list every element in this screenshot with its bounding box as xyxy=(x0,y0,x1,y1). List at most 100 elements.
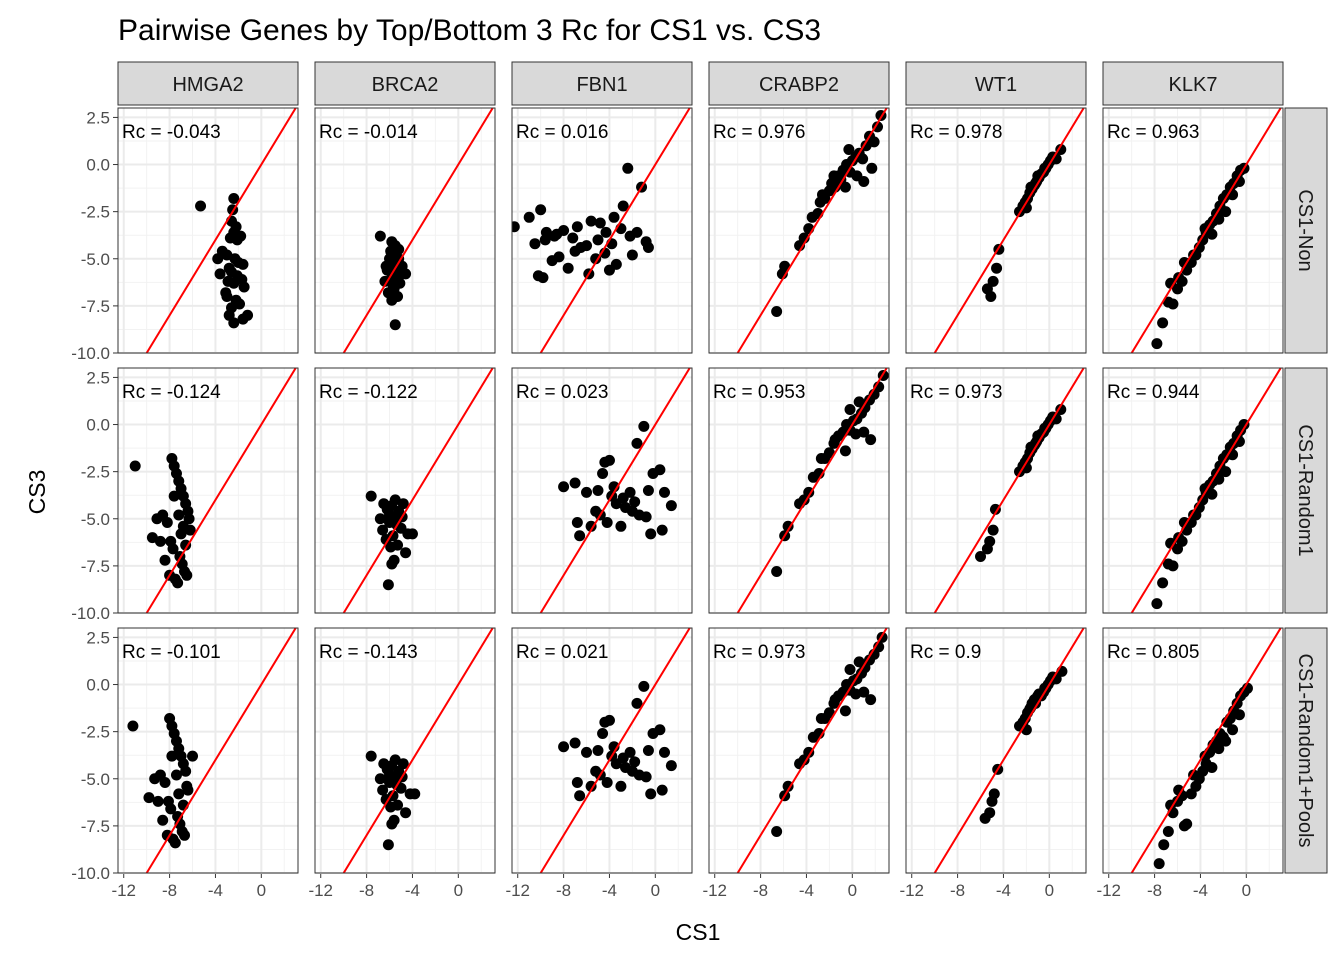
data-point xyxy=(610,258,622,270)
data-point xyxy=(1220,206,1232,218)
data-point xyxy=(626,249,638,261)
data-point xyxy=(585,780,597,792)
data-point xyxy=(658,486,670,498)
x-tick-label: -12 xyxy=(505,881,530,900)
row-strip xyxy=(1284,627,1328,874)
data-point xyxy=(392,539,404,551)
data-point xyxy=(400,807,412,819)
data-point xyxy=(574,790,586,802)
data-point xyxy=(1188,249,1200,261)
data-point xyxy=(631,437,643,449)
y-tick-label: -10.0 xyxy=(71,604,110,623)
reference-line xyxy=(342,368,494,613)
data-point xyxy=(592,234,604,246)
data-point xyxy=(553,251,565,263)
panel-border xyxy=(708,367,890,614)
data-point xyxy=(622,162,634,174)
data-point xyxy=(771,566,783,578)
data-point xyxy=(1157,317,1169,329)
data-point xyxy=(380,260,392,272)
x-tick-label: 0 xyxy=(848,881,857,900)
panel-border xyxy=(117,107,299,354)
reference-line xyxy=(539,108,691,353)
data-point xyxy=(183,513,195,525)
facet-panel: Rc = 0.973 xyxy=(708,627,890,874)
data-point xyxy=(374,773,386,785)
column-strip-label: FBN1 xyxy=(576,74,627,96)
data-point xyxy=(400,547,412,559)
data-point xyxy=(594,217,606,229)
y-tick-label: -7.5 xyxy=(81,297,110,316)
points-group xyxy=(1153,682,1253,870)
panel-border xyxy=(117,627,299,874)
data-point xyxy=(173,509,185,521)
data-point xyxy=(984,807,996,819)
data-point xyxy=(987,275,999,287)
data-point xyxy=(127,720,139,732)
data-point xyxy=(529,238,541,250)
data-point xyxy=(180,765,192,777)
x-tick-label: 0 xyxy=(1242,881,1251,900)
data-point xyxy=(839,445,851,457)
data-point xyxy=(1227,724,1239,736)
data-point xyxy=(374,230,386,242)
data-point xyxy=(212,253,224,265)
column-strip-label: HMGA2 xyxy=(172,74,243,96)
data-point xyxy=(645,528,657,540)
row-strip-label: CS1-Non xyxy=(1294,189,1316,271)
x-tick-label: -8 xyxy=(753,881,768,900)
data-point xyxy=(600,226,612,238)
data-point xyxy=(975,550,987,562)
data-point xyxy=(815,452,827,464)
data-point xyxy=(1188,509,1200,521)
data-point xyxy=(782,520,794,532)
data-point xyxy=(569,477,581,489)
data-point xyxy=(180,539,192,551)
data-point xyxy=(815,712,827,724)
data-point xyxy=(167,543,179,555)
column-strip-label: CRABP2 xyxy=(759,74,839,96)
data-point xyxy=(161,517,173,529)
panel-border xyxy=(1102,627,1284,874)
data-point xyxy=(640,771,652,783)
rc-annotation: Rc = 0.805 xyxy=(1107,642,1199,663)
y-tick-label: -2.5 xyxy=(81,203,110,222)
data-point xyxy=(1233,709,1245,721)
data-point xyxy=(615,520,627,532)
reference-line xyxy=(1130,368,1282,613)
column-strip xyxy=(1102,61,1284,106)
data-point xyxy=(1188,769,1200,781)
data-point xyxy=(656,784,668,796)
data-point xyxy=(562,262,574,274)
facet-panel: Rc = -0.124 xyxy=(117,367,299,614)
data-point xyxy=(592,485,604,496)
rc-annotation: Rc = -0.014 xyxy=(319,122,418,143)
data-point xyxy=(172,577,184,589)
data-point xyxy=(620,501,632,513)
data-point xyxy=(782,780,794,792)
x-tick-label: -8 xyxy=(162,881,177,900)
data-point xyxy=(165,803,177,815)
data-point xyxy=(181,569,193,581)
data-point xyxy=(858,176,870,187)
data-point xyxy=(214,268,226,280)
column-strip xyxy=(314,61,496,106)
data-point xyxy=(823,707,835,719)
y-tick-label: 0.0 xyxy=(86,676,110,695)
data-point xyxy=(571,777,583,789)
data-point xyxy=(1158,839,1170,851)
data-point xyxy=(1030,177,1042,189)
points-group xyxy=(771,110,887,318)
data-point xyxy=(238,281,250,293)
data-point xyxy=(771,306,783,318)
panel-border xyxy=(314,367,496,614)
data-point xyxy=(597,728,609,740)
data-point xyxy=(581,240,593,252)
points-group xyxy=(979,665,1068,824)
facet-panel: Rc = 0.973 xyxy=(905,367,1087,614)
facet-panel: Rc = 0.023 xyxy=(511,367,693,614)
facet-panel: Rc = -0.101 xyxy=(117,627,299,874)
data-point xyxy=(656,524,668,536)
data-point xyxy=(1199,750,1211,762)
data-point xyxy=(642,241,654,253)
